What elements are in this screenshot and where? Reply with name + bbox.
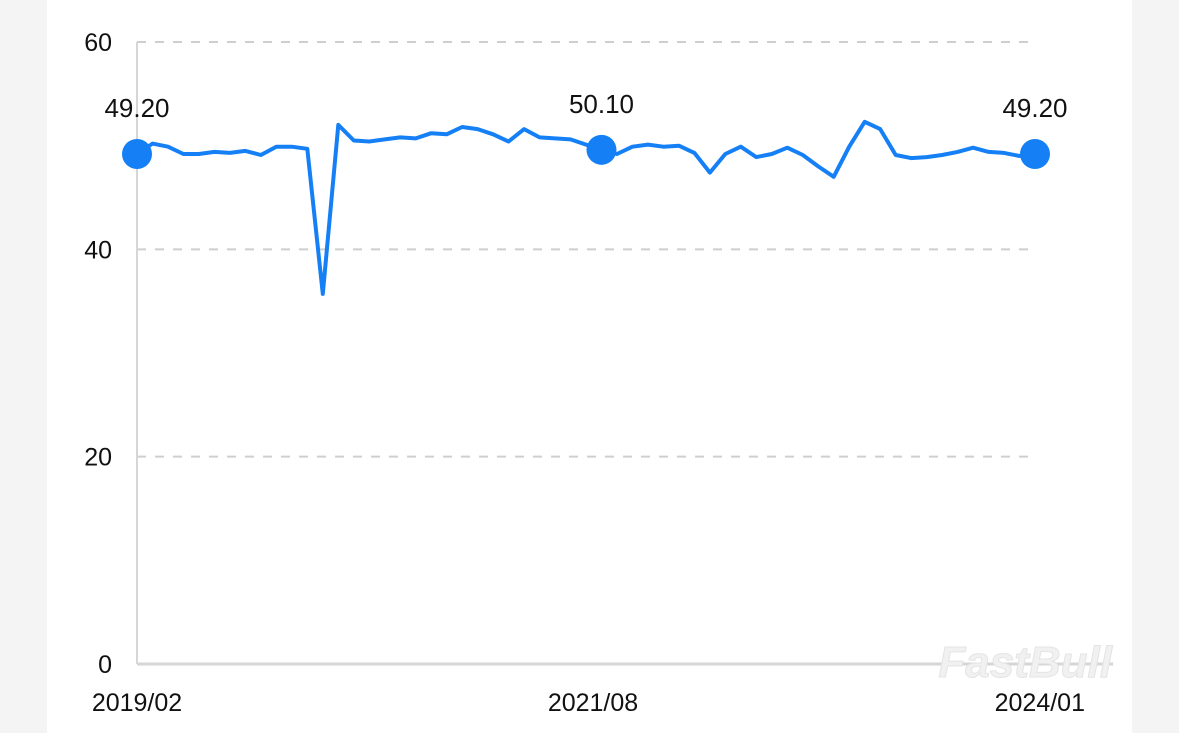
- y-tick-label: 60: [84, 29, 112, 57]
- chart-panel: [47, 0, 1132, 733]
- data-label: 50.10: [569, 89, 634, 119]
- data-point-marker: [122, 138, 152, 169]
- x-tick-labels: 2019/02 2021/08 2024/01: [92, 689, 1085, 717]
- data-label: 49.20: [1002, 93, 1067, 123]
- y-tick-label: 40: [84, 236, 112, 264]
- data-label: 49.20: [104, 93, 169, 123]
- x-tick-label: 2019/02: [92, 689, 182, 717]
- gridlines: [137, 41, 1035, 458]
- y-tick-label: 20: [84, 444, 112, 472]
- watermark-logo: FastBull: [938, 638, 1112, 687]
- highlight-markers: [122, 134, 1050, 169]
- data-point-marker: [586, 134, 617, 165]
- data-labels: 49.20 50.10 49.20: [104, 89, 1067, 123]
- y-tick-label: 0: [98, 651, 112, 679]
- y-tick-labels: 0 20 40 60: [84, 29, 112, 679]
- x-tick-label: 2024/01: [995, 689, 1085, 717]
- series-line: [135, 119, 1037, 296]
- x-tick-label: 2021/08: [548, 689, 638, 717]
- data-point-marker: [1020, 138, 1050, 169]
